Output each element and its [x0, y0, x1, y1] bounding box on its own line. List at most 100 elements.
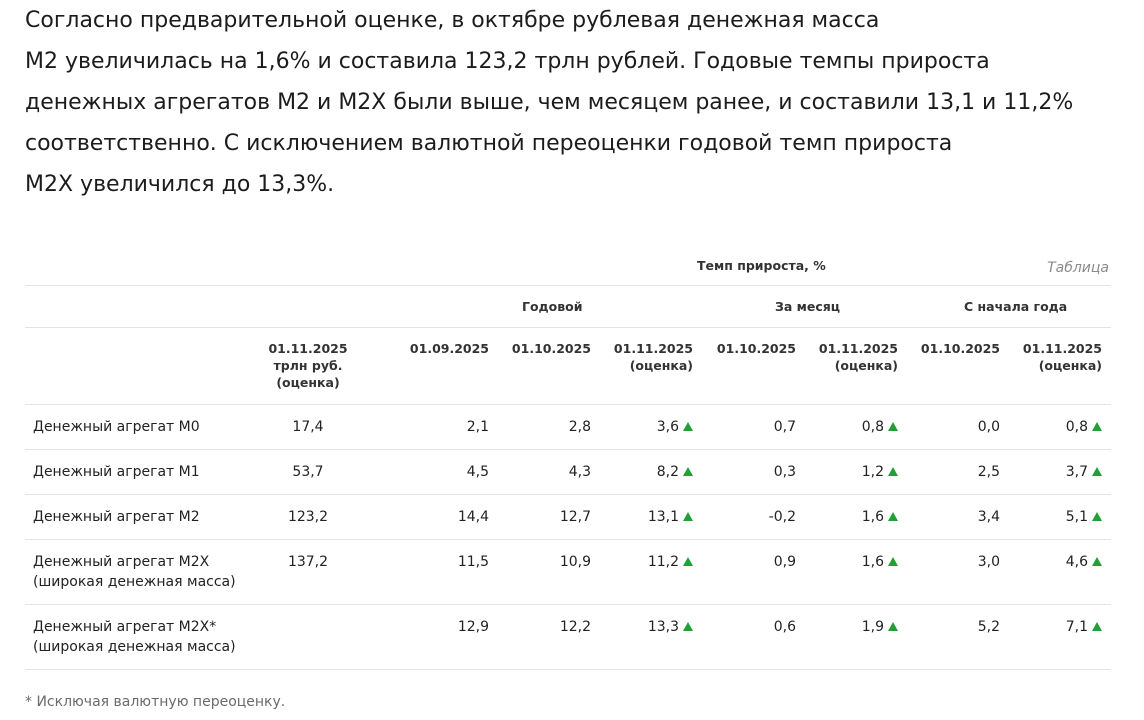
- annual-value-latest: 11,2: [648, 552, 693, 572]
- col-header-annual-1: 01.09.2025: [410, 340, 489, 357]
- row-label-subtext: (широкая денежная масса): [33, 639, 236, 655]
- level-value: 53,7: [292, 464, 324, 480]
- triangle-up-icon: [683, 512, 693, 521]
- triangle-up-icon: [888, 512, 898, 521]
- ytd-value: 3,0: [977, 554, 1000, 570]
- triangle-up-icon: [1092, 512, 1102, 521]
- row-label-text: Денежный агрегат М2: [33, 509, 200, 525]
- col-date: 01.11.2025: [613, 341, 693, 356]
- value-text: 0,8: [861, 419, 884, 435]
- ytd-value-latest: 5,1: [1066, 507, 1102, 527]
- table-footnote: * Исключая валютную переоценку.: [25, 694, 286, 710]
- col-date: 01.10.2025: [920, 341, 1000, 356]
- value-text: 5,1: [1065, 509, 1088, 525]
- annual-value: 2,1: [466, 419, 489, 435]
- level-value: 137,2: [287, 554, 329, 570]
- col-estimate: (оценка): [276, 375, 340, 390]
- col-header-annual-3: 01.11.2025 (оценка): [614, 340, 693, 374]
- month-value: 0,9: [773, 554, 796, 570]
- row-label-text: Денежный агрегат М2Х: [33, 554, 210, 570]
- annual-value-latest: 13,1: [648, 507, 693, 527]
- triangle-up-icon: [683, 467, 693, 476]
- group-month: За месяц: [775, 299, 841, 314]
- col-header-ytd-1: 01.10.2025: [921, 340, 1000, 357]
- triangle-up-icon: [888, 467, 898, 476]
- table-header-dates: 01.11.2025 трлн руб. (оценка) 01.09.2025…: [25, 328, 1111, 405]
- table-row: Денежный агрегат М2Х (широкая денежная м…: [25, 540, 1111, 605]
- table-row: Денежный агрегат М1 53,7 4,5 4,3 8,2 0,3…: [25, 450, 1111, 495]
- table-header-growth: Темп прироста, %: [25, 246, 1111, 286]
- annual-value: 12,9: [457, 619, 489, 635]
- table-header-groups: Годовой За месяц С начала года: [25, 286, 1111, 328]
- value-text: 3,7: [1065, 464, 1088, 480]
- col-estimate: (оценка): [834, 358, 898, 373]
- annual-value: 12,7: [559, 509, 591, 525]
- annual-value: 14,4: [457, 509, 489, 525]
- col-header-ytd-2: 01.11.2025 (оценка): [1023, 340, 1102, 374]
- table-row: Денежный агрегат М2Х* (широкая денежная …: [25, 605, 1111, 670]
- ytd-value: 0,0: [977, 419, 1000, 435]
- value-text: 3,6: [656, 419, 679, 435]
- row-label: Денежный агрегат М1: [33, 462, 200, 482]
- group-ytd: С начала года: [964, 299, 1068, 314]
- triangle-up-icon: [1092, 467, 1102, 476]
- col-header-month-1: 01.10.2025: [717, 340, 796, 357]
- row-label: Денежный агрегат М2Х (широкая денежная м…: [33, 552, 236, 592]
- intro-line: денежных агрегатов М2 и М2Х были выше, ч…: [25, 90, 1074, 115]
- triangle-up-icon: [888, 622, 898, 631]
- annual-value: 11,5: [457, 554, 489, 570]
- col-date: 01.11.2025: [1022, 341, 1102, 356]
- level-value: 17,4: [292, 419, 324, 435]
- triangle-up-icon: [1092, 557, 1102, 566]
- intro-line: соответственно. С исключением валютной п…: [25, 131, 953, 156]
- annual-value: 4,3: [568, 464, 591, 480]
- annual-value-latest: 13,3: [648, 617, 693, 637]
- annual-value: 10,9: [559, 554, 591, 570]
- month-value: 0,7: [773, 419, 796, 435]
- ytd-value: 5,2: [977, 619, 1000, 635]
- row-label: Денежный агрегат М0: [33, 417, 200, 437]
- annual-value: 12,2: [559, 619, 591, 635]
- growth-header: Темп прироста, %: [697, 258, 826, 273]
- value-text: 13,1: [647, 509, 679, 525]
- col-header-month-2: 01.11.2025 (оценка): [819, 340, 898, 374]
- col-unit: трлн руб.: [273, 358, 343, 373]
- ytd-value-latest: 4,6: [1066, 552, 1102, 572]
- value-text: 13,3: [647, 619, 679, 635]
- value-text: 1,2: [861, 464, 884, 480]
- month-value: -0,2: [768, 509, 796, 525]
- triangle-up-icon: [1092, 622, 1102, 631]
- intro-paragraph: Согласно предварительной оценке, в октяб…: [25, 0, 1125, 205]
- group-annual: Годовой: [522, 299, 583, 314]
- table-row: Денежный агрегат М0 17,4 2,1 2,8 3,6 0,7…: [25, 405, 1111, 450]
- value-text: 8,2: [656, 464, 679, 480]
- ytd-value: 3,4: [977, 509, 1000, 525]
- ytd-value-latest: 3,7: [1066, 462, 1102, 482]
- table-row: Денежный агрегат М2 123,2 14,4 12,7 13,1…: [25, 495, 1111, 540]
- row-label-text: Денежный агрегат М1: [33, 464, 200, 480]
- row-label-text: Денежный агрегат М0: [33, 419, 200, 435]
- triangle-up-icon: [888, 557, 898, 566]
- ytd-value-latest: 0,8: [1066, 417, 1102, 437]
- triangle-up-icon: [683, 622, 693, 631]
- intro-line: М2Х увеличился до 13,3%.: [25, 172, 335, 197]
- triangle-up-icon: [1092, 422, 1102, 431]
- annual-value-latest: 3,6: [657, 417, 693, 437]
- col-date: 01.10.2025: [511, 341, 591, 356]
- col-date: 01.09.2025: [409, 341, 489, 356]
- money-aggregates-table: Таблица Темп прироста, % Годовой За меся…: [25, 246, 1111, 670]
- value-text: 7,1: [1065, 619, 1088, 635]
- col-date: 01.10.2025: [716, 341, 796, 356]
- month-value: 0,3: [773, 464, 796, 480]
- value-text: 11,2: [647, 554, 679, 570]
- value-text: 1,6: [861, 554, 884, 570]
- ytd-value: 2,5: [977, 464, 1000, 480]
- intro-line: М2 увеличилась на 1,6% и составила 123,2…: [25, 49, 990, 74]
- annual-value: 4,5: [466, 464, 489, 480]
- month-value: 0,6: [773, 619, 796, 635]
- table-label: Таблица: [1047, 260, 1109, 276]
- row-label: Денежный агрегат М2: [33, 507, 200, 527]
- annual-value-latest: 8,2: [657, 462, 693, 482]
- value-text: 1,9: [861, 619, 884, 635]
- col-date: 01.11.2025: [268, 341, 348, 356]
